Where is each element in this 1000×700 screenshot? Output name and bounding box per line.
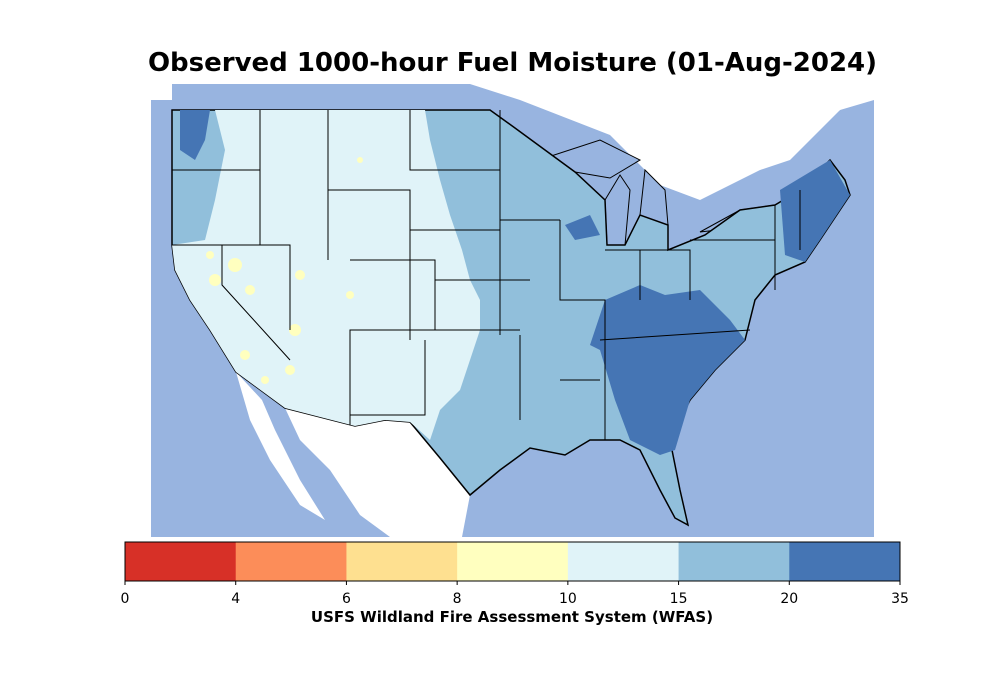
us-region-8-10 <box>206 157 363 384</box>
colorbar-bin <box>789 542 901 581</box>
colorbar-bin <box>125 542 237 581</box>
us-region-20-35-northwest <box>180 110 210 160</box>
colorbar-bin <box>678 542 790 581</box>
colorbar-tick-label: 0 <box>121 591 130 607</box>
canada-land-east <box>580 84 874 170</box>
colorbar-tick-label: 4 <box>231 591 240 607</box>
colorbar-tick-label: 10 <box>559 591 577 607</box>
colorbar-tick-label: 8 <box>453 591 462 607</box>
colorbar-bin <box>567 542 680 581</box>
mexico-land <box>236 372 470 537</box>
us-region-20-35-northeast <box>780 160 850 262</box>
colorbar-bin <box>346 542 458 581</box>
us-region-20-35-wisconsin <box>565 215 600 240</box>
colorbar-bin <box>235 542 347 581</box>
colorbar-label: USFS Wildland Fire Assessment System (WF… <box>310 608 714 626</box>
colorbar-tick-label: 15 <box>670 591 688 607</box>
colorbar-tick-label: 35 <box>891 591 909 607</box>
colorbar-tick-label: 20 <box>780 591 798 607</box>
colorbar-bin <box>457 542 569 581</box>
colorbar-frame <box>124 541 901 582</box>
state-borders <box>172 110 801 440</box>
colorbar-tick-label: 6 <box>342 591 351 607</box>
us-region-20-35-southeast <box>590 285 745 455</box>
map-title: Observed 1000-hour Fuel Moisture (01-Aug… <box>147 48 878 78</box>
